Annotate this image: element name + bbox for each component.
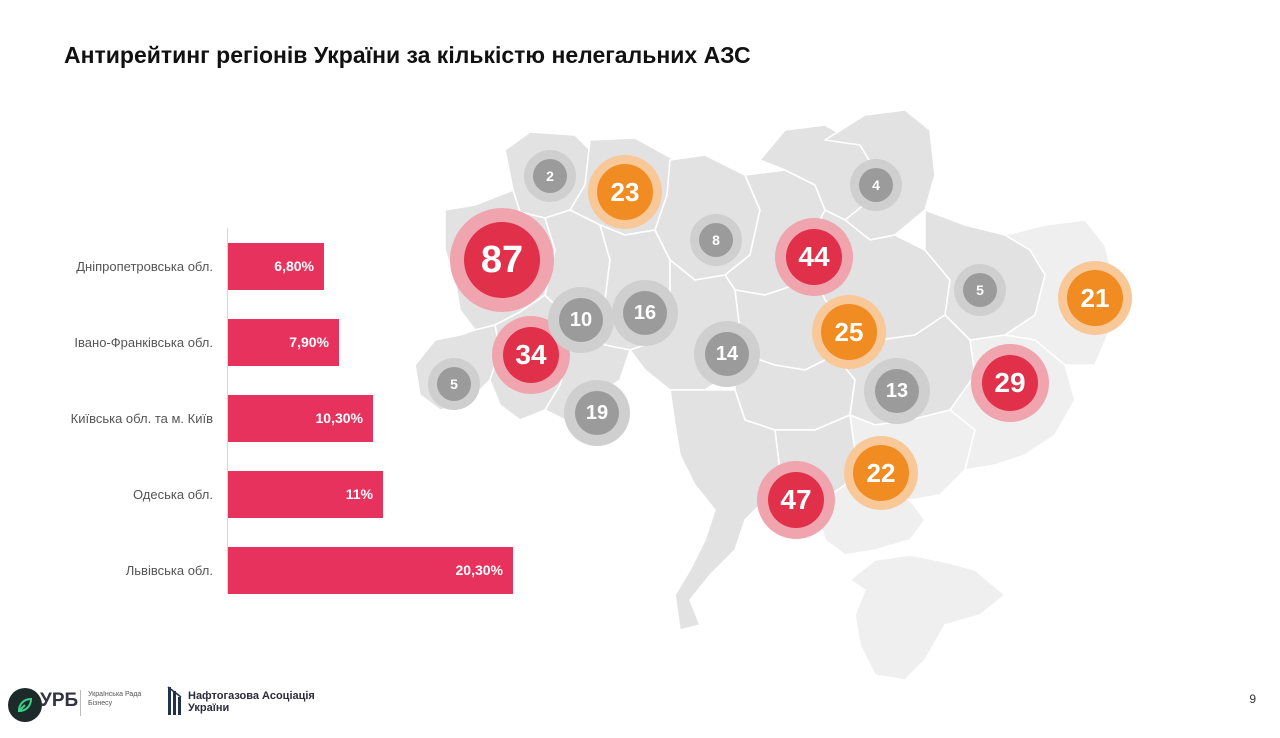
ukraine-map: 87 47 44 34 29 25 23 22 21 19 16 14 13 10 8 5 5 4 2 xyxy=(405,100,1280,690)
map-marker-value: 34 xyxy=(503,327,559,383)
bar-chart-axis xyxy=(227,228,228,594)
page-title: Антирейтинг регіонів України за кількіст… xyxy=(64,42,751,68)
map-marker-grey: 4 xyxy=(850,159,902,211)
map-marker-value: 10 xyxy=(559,298,603,342)
bar: 20,30% xyxy=(228,547,513,594)
bar: 10,30% xyxy=(228,395,373,442)
map-marker-orange: 22 xyxy=(844,436,918,510)
urb-name-line1: Українська Рада xyxy=(88,691,142,698)
naft-name: Нафтогазова Асоціація України xyxy=(188,690,348,714)
bar: 11% xyxy=(228,471,383,518)
region-crimea xyxy=(849,554,1006,681)
map-marker-grey: 14 xyxy=(694,321,760,387)
map-marker-value: 14 xyxy=(705,332,749,376)
map-marker-grey: 5 xyxy=(428,358,480,410)
leaf-pen-icon xyxy=(17,697,33,713)
map-marker-grey: 8 xyxy=(690,214,742,266)
map-marker-grey: 2 xyxy=(524,150,576,202)
map-marker-value: 5 xyxy=(963,273,997,307)
bar: 6,80% xyxy=(228,243,324,290)
naft-name-line1: Нафтогазова Асоціація xyxy=(188,690,315,702)
map-marker-red: 87 xyxy=(450,208,554,312)
map-marker-red: 29 xyxy=(971,344,1049,422)
map-marker-value: 21 xyxy=(1067,270,1123,326)
bar: 7,90% xyxy=(228,319,339,366)
map-marker-value: 8 xyxy=(699,223,733,257)
map-marker-value: 29 xyxy=(982,355,1038,411)
map-marker-grey: 13 xyxy=(864,358,930,424)
bar-value-label: 6,80% xyxy=(274,258,314,274)
urb-logo-text: УРБ xyxy=(40,690,79,711)
category-label: Львівська обл. xyxy=(125,562,213,578)
map-marker-value: 16 xyxy=(623,291,667,335)
map-marker-orange: 23 xyxy=(588,155,662,229)
category-label: Дніпропетровська обл. xyxy=(76,258,213,274)
map-marker-value: 87 xyxy=(464,222,540,298)
map-marker-red: 47 xyxy=(757,461,835,539)
map-marker-grey: 5 xyxy=(954,264,1006,316)
urb-logo xyxy=(8,688,42,722)
footer-divider xyxy=(80,690,81,716)
category-label: Одеська обл. xyxy=(132,486,213,502)
map-marker-grey: 16 xyxy=(612,280,678,346)
map-marker-value: 5 xyxy=(437,367,471,401)
map-marker-orange: 25 xyxy=(812,295,886,369)
bar-value-label: 20,30% xyxy=(455,562,503,578)
map-marker-value: 19 xyxy=(575,391,619,435)
map-marker-value: 4 xyxy=(859,168,893,202)
map-marker-value: 22 xyxy=(853,445,909,501)
map-marker-grey: 10 xyxy=(548,287,614,353)
category-label: Івано-Франківська обл. xyxy=(74,334,213,350)
map-marker-value: 47 xyxy=(768,472,824,528)
map-marker-orange: 21 xyxy=(1058,261,1132,335)
map-marker-value: 13 xyxy=(875,369,919,413)
page-number: 9 xyxy=(1249,692,1256,706)
bar-value-label: 11% xyxy=(345,486,373,502)
bar-value-label: 7,90% xyxy=(289,334,329,350)
urb-name: Українська Рада Бізнесу xyxy=(88,690,158,708)
category-label: Київська обл. та м. Київ xyxy=(70,410,213,426)
bar-chart: Дніпропетровська обл. 6,80% Івано-Франківс… xyxy=(0,0,540,738)
map-marker-grey: 19 xyxy=(564,380,630,446)
map-marker-value: 2 xyxy=(533,159,567,193)
flame-bars-icon xyxy=(167,686,182,715)
naft-name-line2: України xyxy=(188,702,230,714)
map-marker-red: 44 xyxy=(775,218,853,296)
region-odesa xyxy=(669,389,781,631)
map-marker-value: 25 xyxy=(821,304,877,360)
urb-name-line2: Бізнесу xyxy=(88,700,113,707)
map-marker-value: 44 xyxy=(786,229,842,285)
map-marker-value: 23 xyxy=(597,164,653,220)
bar-value-label: 10,30% xyxy=(315,410,363,426)
